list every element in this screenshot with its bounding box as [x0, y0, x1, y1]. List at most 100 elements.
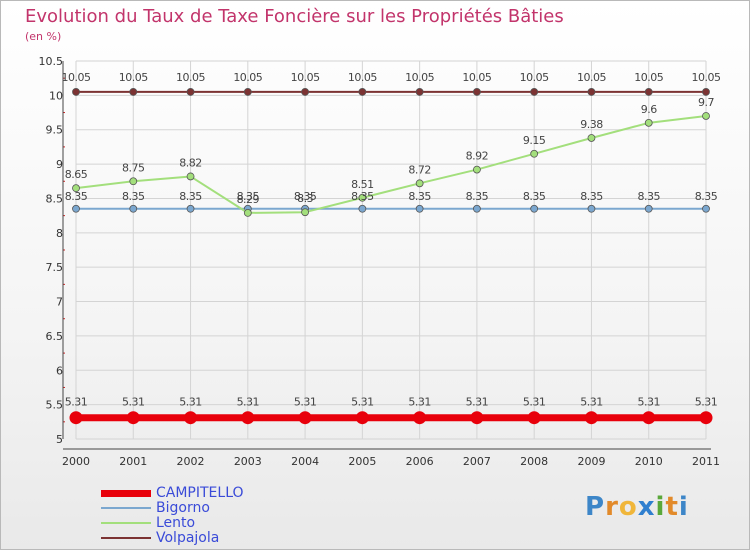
data-point-campitello: [355, 411, 369, 425]
data-point-lento: [72, 184, 80, 193]
data-label-lento: 8.92: [466, 150, 489, 163]
data-label-campitello: 5.31: [179, 396, 202, 409]
data-point-volpajola: [186, 88, 195, 96]
y-tick-label: 6.5: [46, 330, 64, 343]
data-point-campitello: [69, 411, 83, 425]
data-point-lento: [301, 208, 309, 217]
data-label-campitello: 5.31: [523, 396, 546, 409]
legend-item-campitello[interactable]: CAMPITELLO: [101, 485, 321, 501]
x-tick-label: 2000: [62, 455, 90, 468]
data-point-campitello: [241, 411, 255, 425]
logo-letter: x: [637, 492, 656, 522]
x-tick-label: 2007: [463, 455, 491, 468]
data-point-volpajola: [243, 88, 252, 96]
axes: 5 5.5 6 6.5 7 7.5 8 8.5 9 9.5 10 10.5 2000 2001 2002 20…: [39, 55, 721, 468]
data-point-lento: [186, 172, 195, 181]
data-point-lento: [129, 177, 138, 186]
data-point-volpajola: [358, 88, 367, 96]
x-tick-label: 2001: [119, 455, 147, 468]
x-tick-label: 2008: [520, 455, 548, 468]
data-label-volpajola: 10.05: [233, 71, 262, 84]
legend-item-lento[interactable]: Lento: [101, 515, 321, 531]
logo-letter: t: [665, 492, 679, 522]
x-tick-label: 2010: [635, 455, 663, 468]
y-tick-label: 6: [56, 364, 63, 377]
data-label-lento: 9.38: [580, 118, 603, 131]
data-label-volpajola: 10.05: [520, 71, 549, 84]
data-point-volpajola: [301, 88, 309, 96]
data-label-bigorno: 8.35: [122, 190, 145, 203]
data-label-bigorno: 8.35: [637, 190, 660, 203]
data-label-campitello: 5.31: [637, 396, 660, 409]
x-tick-label: 2004: [291, 455, 319, 468]
legend-item-bigorno[interactable]: Bigorno: [101, 500, 321, 516]
x-tick-label: 2005: [348, 455, 376, 468]
logo-letter: o: [618, 492, 638, 522]
data-point-campitello: [527, 411, 541, 425]
data-label-volpajola: 10.05: [577, 71, 606, 84]
x-tick-label: 2009: [577, 455, 605, 468]
data-point-campitello: [413, 411, 427, 425]
y-tick-label: 10: [49, 89, 63, 102]
data-point-volpajola: [415, 88, 424, 96]
data-point-lento: [702, 112, 710, 120]
data-point-campitello: [298, 411, 312, 425]
data-label-bigorno: 8.35: [294, 190, 317, 203]
data-point-lento: [473, 165, 481, 174]
data-label-lento: 8.75: [122, 161, 145, 174]
data-label-bigorno: 8.35: [466, 190, 489, 203]
data-point-campitello: [184, 411, 198, 425]
data-label-campitello: 5.31: [294, 396, 317, 409]
data-label-bigorno: 8.35: [523, 190, 546, 203]
data-point-lento: [243, 208, 252, 217]
legend-swatch-campitello: [101, 490, 151, 497]
legend-swatch-bigorno: [101, 507, 151, 509]
y-tick-label: 5: [56, 433, 63, 446]
data-point-campitello: [699, 411, 713, 425]
data-label-campitello: 5.31: [122, 396, 145, 409]
y-tick-label: 10.5: [39, 55, 64, 68]
y-tick-label: 8.5: [46, 192, 64, 205]
y-tick-label: 8: [56, 227, 63, 240]
data-label-bigorno: 8.35: [65, 190, 88, 203]
data-point-campitello: [470, 411, 484, 425]
data-point-bigorno: [587, 204, 596, 213]
data-label-bigorno: 8.35: [695, 190, 718, 203]
data-point-lento: [587, 134, 596, 142]
data-label-lento: 8.72: [408, 163, 431, 176]
logo-letter: r: [605, 492, 619, 522]
legend-label: Lento: [156, 515, 196, 531]
data-label-volpajola: 10.05: [348, 71, 377, 84]
data-label-volpajola: 10.05: [62, 71, 91, 84]
data-point-bigorno: [358, 204, 367, 213]
x-tick-label: 2006: [406, 455, 434, 468]
data-label-bigorno: 8.35: [408, 190, 431, 203]
data-label-campitello: 5.31: [65, 396, 88, 409]
data-label-bigorno: 8.35: [179, 190, 202, 203]
data-point-bigorno: [72, 204, 80, 213]
legend-label: Volpajola: [156, 530, 220, 546]
y-tick-label: 7: [56, 296, 63, 309]
data-label-volpajola: 10.05: [634, 71, 663, 84]
data-point-bigorno: [530, 204, 539, 213]
data-point-campitello: [642, 411, 656, 425]
data-point-volpajola: [530, 88, 539, 96]
data-label-lento: 9.15: [523, 134, 546, 147]
x-tick-label: 2011: [692, 455, 720, 468]
legend-item-volpajola[interactable]: Volpajola: [101, 530, 321, 546]
logo-letter: i: [655, 492, 666, 522]
grid-lines: [75, 60, 707, 440]
legend-label: Bigorno: [156, 500, 210, 516]
y-tick-label: 7.5: [46, 261, 64, 274]
data-label-lento: 8.51: [351, 178, 374, 191]
data-point-lento: [644, 118, 653, 127]
data-point-bigorno: [644, 204, 653, 213]
data-label-campitello: 5.31: [466, 396, 489, 409]
data-point-volpajola: [473, 88, 481, 96]
data-point-lento: [358, 193, 367, 202]
data-point-campitello: [126, 411, 140, 425]
data-point-lento: [415, 179, 424, 188]
data-label-bigorno: 8.35: [351, 190, 374, 203]
data-label-bigorno: 8.35: [580, 190, 603, 203]
